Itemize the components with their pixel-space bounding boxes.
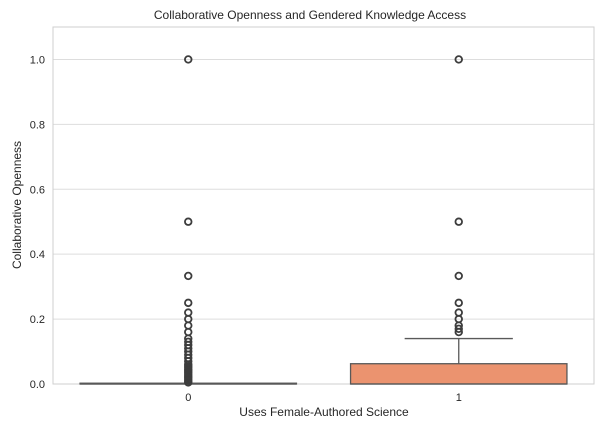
box-body [349, 363, 568, 385]
outlier-point [454, 217, 463, 226]
outlier-point [454, 324, 463, 334]
y-ticks: 0.0 0.2 0.4 0.6 0.8 1.0 [30, 54, 45, 391]
y-tick-label: 0.8 [30, 119, 45, 131]
box-1 [349, 337, 568, 385]
outlier-point [454, 298, 463, 308]
outlier-point [184, 217, 193, 226]
x-axis-label: Uses Female-Authored Science [239, 405, 409, 419]
outlier-point [454, 271, 463, 281]
outlier-point [184, 308, 193, 317]
outlier-point [454, 55, 463, 64]
plot-frame [52, 26, 595, 385]
y-tick-label: 0.0 [30, 379, 45, 391]
y-tick-label: 0.6 [30, 184, 45, 196]
x-tick-label: 1 [456, 392, 462, 404]
plot-border [52, 26, 595, 385]
chart-title: Collaborative Openness and Gendered Know… [154, 8, 466, 22]
outlier-point [454, 308, 463, 317]
y-tick-label: 0.2 [30, 314, 45, 326]
outlier-point [184, 337, 193, 347]
grid-lines [53, 58, 594, 385]
outlier-point [184, 271, 193, 281]
x-tick-label: 0 [185, 392, 191, 404]
outliers [184, 55, 463, 387]
y-tick-label: 1.0 [30, 54, 45, 66]
y-axis-label: Collaborative Openness [10, 141, 24, 269]
outlier-point [184, 55, 193, 64]
boxes [79, 337, 568, 385]
outlier-point [184, 298, 193, 308]
y-tick-label: 0.4 [30, 249, 45, 261]
